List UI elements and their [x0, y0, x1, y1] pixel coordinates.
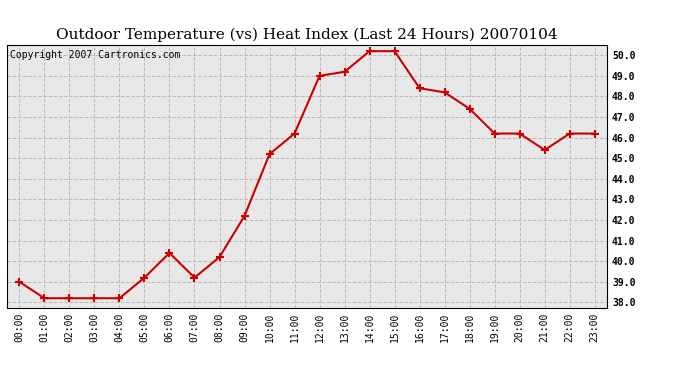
Text: Copyright 2007 Cartronics.com: Copyright 2007 Cartronics.com [10, 50, 180, 60]
Title: Outdoor Temperature (vs) Heat Index (Last 24 Hours) 20070104: Outdoor Temperature (vs) Heat Index (Las… [57, 28, 558, 42]
